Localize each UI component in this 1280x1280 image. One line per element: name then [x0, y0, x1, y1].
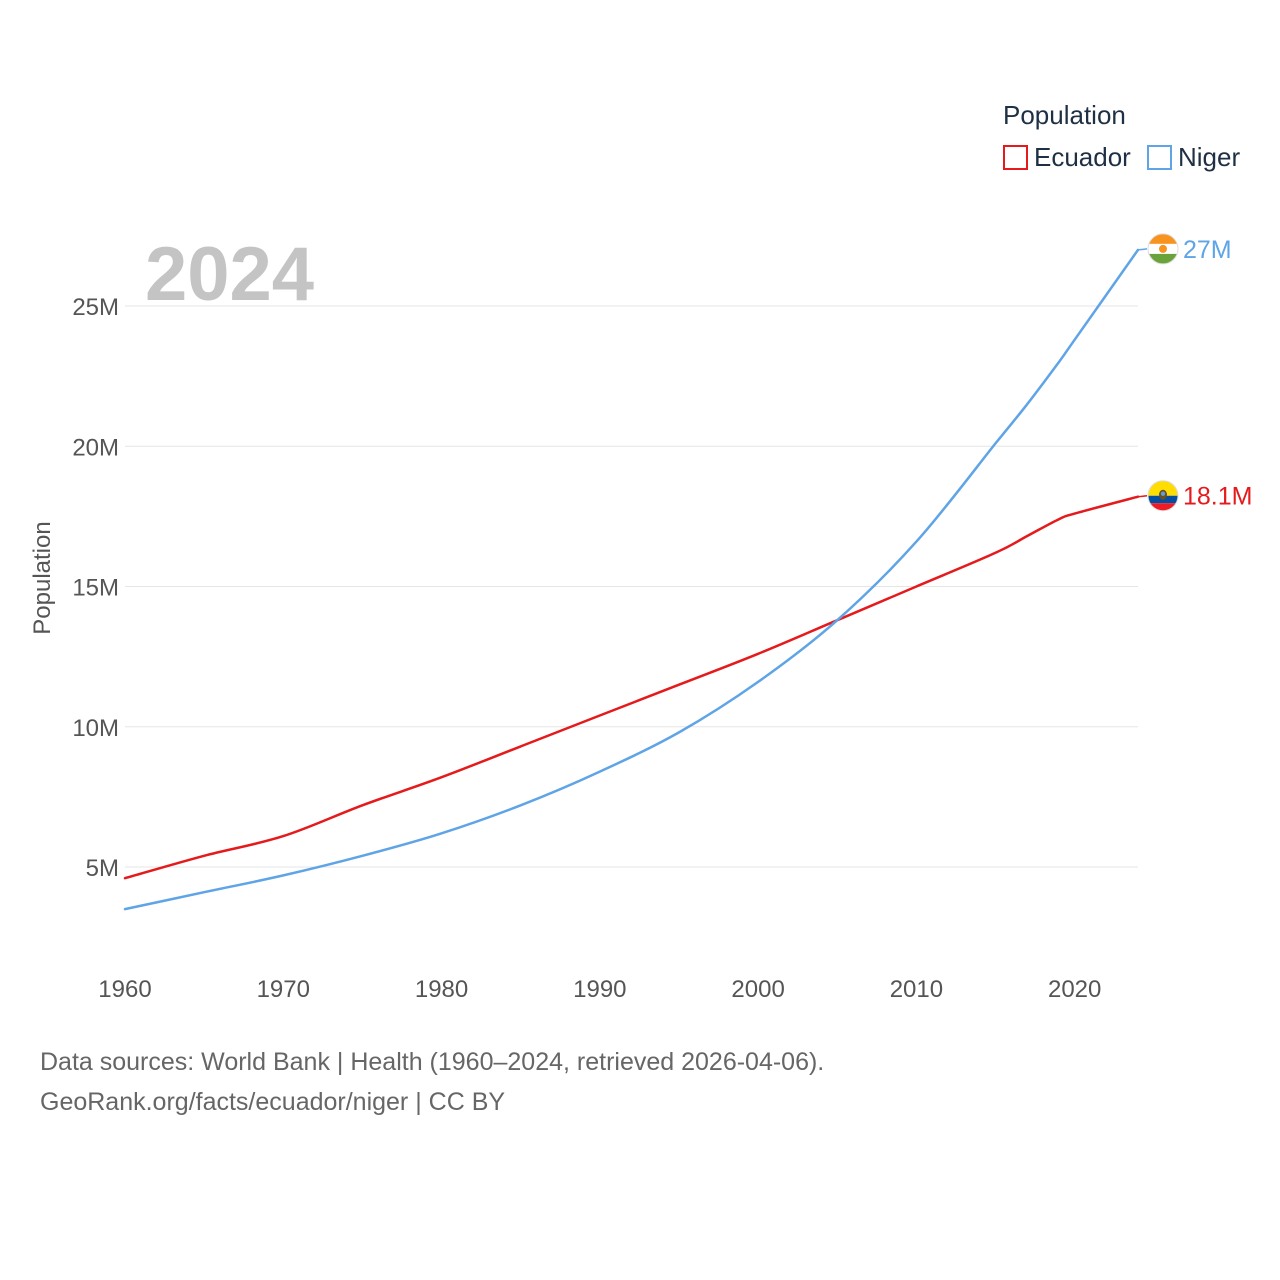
series-line-ecuador[interactable] [123, 495, 1140, 880]
end-label-ecuador: 18.1M [1183, 483, 1252, 511]
y-tick-label: 10M [72, 715, 119, 742]
y-tick-labels: 5M 10M 15M 20M 25M [72, 294, 119, 882]
end-markers: 18.1M 27M [1137, 233, 1252, 512]
x-tick-label: 2020 [1048, 976, 1101, 1003]
source-note: Data sources: World Bank | Health (1960–… [40, 1042, 824, 1122]
x-tick-labels: 1960 1970 1980 1990 2000 2010 2020 [98, 976, 1101, 1003]
x-tick-label: 1990 [573, 976, 626, 1003]
x-tick-label: 2010 [890, 976, 943, 1003]
y-tick-label: 25M [72, 294, 119, 321]
niger-flag-icon [1147, 233, 1179, 265]
legend: Population Ecuador Niger [1003, 100, 1240, 172]
x-tick-label: 1980 [415, 976, 468, 1003]
y-axis-title: Population [29, 521, 56, 634]
series-line-niger[interactable] [123, 248, 1140, 911]
end-connector-ecuador [1137, 494, 1148, 498]
end-label-niger: 27M [1183, 236, 1232, 264]
y-tick-label: 20M [72, 434, 119, 461]
y-tick-label: 15M [72, 575, 119, 602]
legend-label-niger[interactable]: Niger [1178, 142, 1240, 172]
end-connector-niger [1137, 248, 1148, 251]
legend-swatch-ecuador[interactable] [1003, 145, 1028, 170]
legend-label-ecuador[interactable]: Ecuador [1034, 142, 1131, 172]
legend-swatch-niger[interactable] [1147, 145, 1172, 170]
line-chart: 5M 10M 15M 20M 25M 1960 1970 1980 1990 2000 2010 2… [29, 100, 1252, 1003]
gridlines [125, 305, 1138, 868]
x-tick-label: 1960 [98, 976, 151, 1003]
ecuador-flag-icon [1147, 480, 1179, 512]
source-line: Data sources: World Bank | Health (1960–… [40, 1048, 825, 1076]
series-lines [123, 248, 1140, 911]
year-label: 2024 [145, 232, 314, 317]
x-tick-label: 2000 [731, 976, 784, 1003]
legend-title: Population [1003, 100, 1126, 130]
y-tick-label: 5M [86, 855, 119, 882]
x-tick-label: 1970 [257, 976, 310, 1003]
credit-line: GeoRank.org/facts/ecuador/niger | CC BY [40, 1088, 506, 1116]
